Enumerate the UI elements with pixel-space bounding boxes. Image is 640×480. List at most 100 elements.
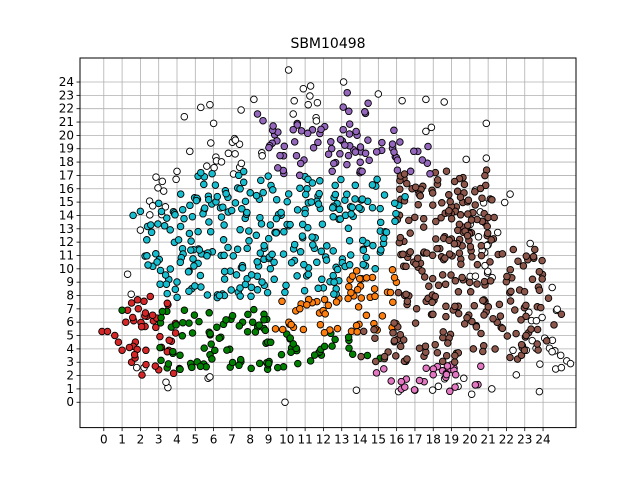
data-point bbox=[348, 350, 357, 358]
data-point bbox=[289, 340, 297, 348]
data-point bbox=[433, 244, 441, 253]
data-point bbox=[329, 247, 337, 255]
data-point bbox=[306, 82, 315, 90]
data-point bbox=[371, 357, 380, 366]
data-point bbox=[206, 227, 215, 236]
data-point bbox=[472, 323, 481, 331]
data-point bbox=[403, 179, 411, 188]
data-point bbox=[359, 327, 368, 336]
data-point bbox=[231, 150, 239, 158]
data-point bbox=[351, 195, 359, 203]
data-point bbox=[157, 313, 165, 322]
data-point bbox=[443, 362, 452, 370]
data-point bbox=[418, 156, 427, 164]
data-point bbox=[289, 110, 297, 118]
data-point bbox=[506, 190, 514, 198]
data-point bbox=[143, 236, 151, 244]
data-point bbox=[179, 318, 187, 327]
data-point bbox=[528, 336, 536, 345]
data-point bbox=[330, 159, 338, 168]
data-point bbox=[330, 278, 338, 286]
data-point bbox=[345, 261, 354, 269]
data-point bbox=[442, 351, 451, 360]
data-point bbox=[241, 280, 250, 289]
data-point bbox=[215, 291, 224, 300]
data-point bbox=[247, 292, 255, 301]
ticks-layer: 0 1 2 3 4 5 6 7 8 9 10 11 12 13 14 15 16 17 18 19 20 21 22 23 24… bbox=[59, 75, 551, 447]
data-point bbox=[136, 207, 145, 216]
data-point bbox=[163, 299, 172, 308]
data-point bbox=[156, 266, 165, 275]
data-point bbox=[441, 280, 450, 289]
data-point bbox=[195, 317, 203, 326]
data-point bbox=[420, 273, 429, 281]
data-point bbox=[316, 177, 324, 185]
data-point bbox=[488, 196, 496, 204]
data-point bbox=[352, 321, 361, 330]
data-point bbox=[538, 256, 546, 265]
data-point bbox=[272, 229, 280, 237]
data-point bbox=[304, 100, 312, 109]
data-point bbox=[393, 166, 402, 174]
data-point bbox=[401, 192, 409, 201]
data-point bbox=[253, 258, 261, 266]
data-point bbox=[400, 170, 409, 178]
data-point bbox=[473, 260, 482, 269]
data-point bbox=[203, 252, 211, 260]
data-point bbox=[152, 323, 160, 332]
data-point bbox=[293, 272, 301, 280]
data-point bbox=[269, 122, 277, 130]
data-point bbox=[433, 176, 442, 184]
data-point bbox=[424, 142, 432, 151]
data-point bbox=[284, 66, 293, 74]
data-point bbox=[359, 260, 367, 269]
data-point bbox=[129, 211, 137, 220]
data-point bbox=[207, 139, 215, 147]
data-point bbox=[303, 129, 312, 138]
data-point bbox=[529, 252, 538, 261]
data-point bbox=[538, 313, 546, 322]
data-point bbox=[329, 271, 337, 280]
data-point bbox=[209, 119, 218, 128]
data-point bbox=[468, 253, 476, 261]
data-point bbox=[489, 314, 497, 323]
data-point bbox=[433, 348, 442, 357]
x-tick-label: 12 bbox=[316, 433, 331, 447]
data-point bbox=[320, 342, 329, 351]
data-point bbox=[227, 206, 236, 215]
data-point bbox=[533, 340, 541, 348]
data-point bbox=[331, 181, 339, 190]
data-point bbox=[484, 213, 492, 222]
data-point bbox=[533, 325, 542, 334]
y-tick-label: 17 bbox=[59, 168, 74, 182]
series-group bbox=[253, 88, 434, 180]
data-point bbox=[346, 251, 355, 259]
data-point bbox=[544, 294, 553, 302]
data-point bbox=[481, 171, 489, 180]
data-point bbox=[457, 260, 465, 268]
data-point bbox=[118, 346, 126, 354]
data-point bbox=[172, 321, 180, 329]
data-point bbox=[277, 208, 285, 217]
data-point bbox=[147, 228, 156, 237]
data-point bbox=[406, 167, 415, 176]
data-point bbox=[498, 324, 507, 333]
data-point bbox=[331, 335, 339, 344]
data-point bbox=[442, 167, 451, 175]
data-point bbox=[343, 160, 351, 169]
data-point bbox=[253, 286, 262, 294]
data-point bbox=[238, 264, 247, 272]
data-point bbox=[388, 140, 397, 148]
data-point bbox=[228, 358, 237, 367]
data-point bbox=[217, 158, 226, 166]
data-point bbox=[280, 228, 288, 236]
data-point bbox=[542, 337, 551, 345]
data-point bbox=[284, 190, 293, 198]
data-point bbox=[434, 382, 443, 391]
data-point bbox=[445, 250, 454, 258]
data-point bbox=[553, 305, 561, 313]
data-point bbox=[445, 207, 453, 215]
data-point bbox=[506, 353, 514, 362]
data-point bbox=[194, 227, 202, 236]
